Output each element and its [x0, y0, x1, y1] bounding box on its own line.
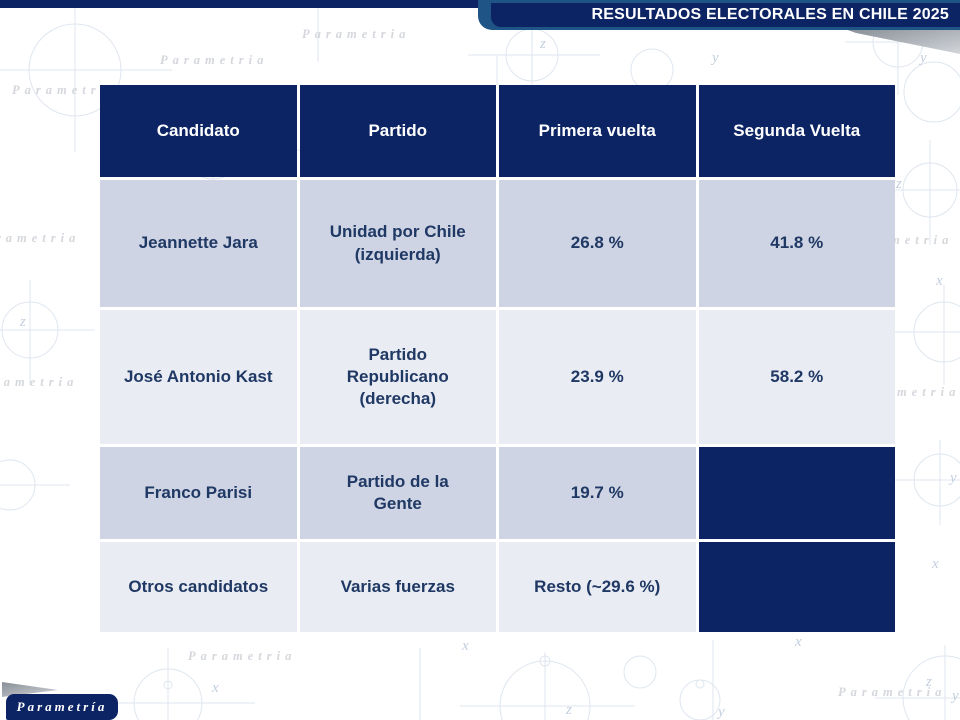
- cell-primera-vuelta-row3: 19.7 %: [499, 447, 696, 539]
- svg-text:Parametria: Parametria: [302, 27, 410, 41]
- svg-text:Parametria: Parametria: [160, 53, 268, 67]
- results-table: Candidato Partido Primera vuelta Segunda…: [100, 85, 895, 632]
- parametria-logo-text: Parametría: [16, 699, 108, 714]
- cell-candidato-row4: Otros candidatos: [100, 542, 297, 632]
- svg-text:x: x: [931, 556, 939, 572]
- slide-title: RESULTADOS ELECTORALES EN CHILE 2025: [591, 6, 949, 23]
- col-header-primera-vuelta: Primera vuelta: [499, 85, 696, 177]
- parametria-logo: Parametría: [6, 694, 118, 720]
- svg-text:y: y: [710, 50, 719, 66]
- svg-text:Parametria: Parametria: [188, 649, 296, 663]
- svg-text:Parametria: Parametria: [0, 375, 78, 389]
- svg-text:z: z: [565, 702, 572, 718]
- svg-text:z: z: [539, 36, 546, 52]
- cell-candidato-row3: Franco Parisi: [100, 447, 297, 539]
- svg-text:y: y: [950, 688, 959, 704]
- cell-candidato-row1: Jeannette Jara: [100, 180, 297, 307]
- svg-text:y: y: [716, 704, 725, 720]
- svg-text:Parametria: Parametria: [838, 685, 946, 699]
- cell-segunda-vuelta-row2: 58.2 %: [698, 310, 895, 444]
- cell-primera-vuelta-row1: 26.8 %: [499, 180, 696, 307]
- svg-text:x: x: [211, 680, 219, 696]
- svg-text:Parametria: Parametria: [12, 83, 120, 97]
- svg-text:Parametria: Parametria: [0, 231, 80, 245]
- cell-partido-row1: Unidad por Chile (izquierda): [299, 180, 496, 307]
- svg-text:z: z: [895, 176, 902, 192]
- col-header-segunda-vuelta: Segunda Vuelta: [698, 85, 895, 177]
- cell-primera-vuelta-row2: 23.9 %: [499, 310, 696, 444]
- svg-text:y: y: [948, 470, 957, 486]
- svg-text:x: x: [935, 273, 943, 289]
- title-banner: RESULTADOS ELECTORALES EN CHILE 2025: [478, 0, 960, 30]
- cell-partido-row3: Partido de la Gente: [299, 447, 496, 539]
- cell-segunda-vuelta-row3: [698, 447, 895, 539]
- cell-partido-row2: Partido Republicano (derecha): [299, 310, 496, 444]
- svg-text:x: x: [794, 634, 802, 650]
- cell-candidato-row2: José Antonio Kast: [100, 310, 297, 444]
- col-header-partido: Partido: [299, 85, 496, 177]
- cell-primera-vuelta-row4: Resto (~29.6 %): [499, 542, 696, 632]
- col-header-candidato: Candidato: [100, 85, 297, 177]
- svg-text:x: x: [461, 638, 469, 654]
- title-banner-inner: RESULTADOS ELECTORALES EN CHILE 2025: [491, 3, 960, 27]
- svg-text:z: z: [925, 674, 932, 690]
- banner-fold: [845, 29, 960, 54]
- logo-fold: [2, 682, 58, 697]
- cell-segunda-vuelta-row1: 41.8 %: [698, 180, 895, 307]
- svg-text:z: z: [19, 314, 26, 330]
- svg-text:y: y: [918, 50, 927, 66]
- cell-segunda-vuelta-row4: [698, 542, 895, 632]
- cell-partido-row4: Varias fuerzas: [299, 542, 496, 632]
